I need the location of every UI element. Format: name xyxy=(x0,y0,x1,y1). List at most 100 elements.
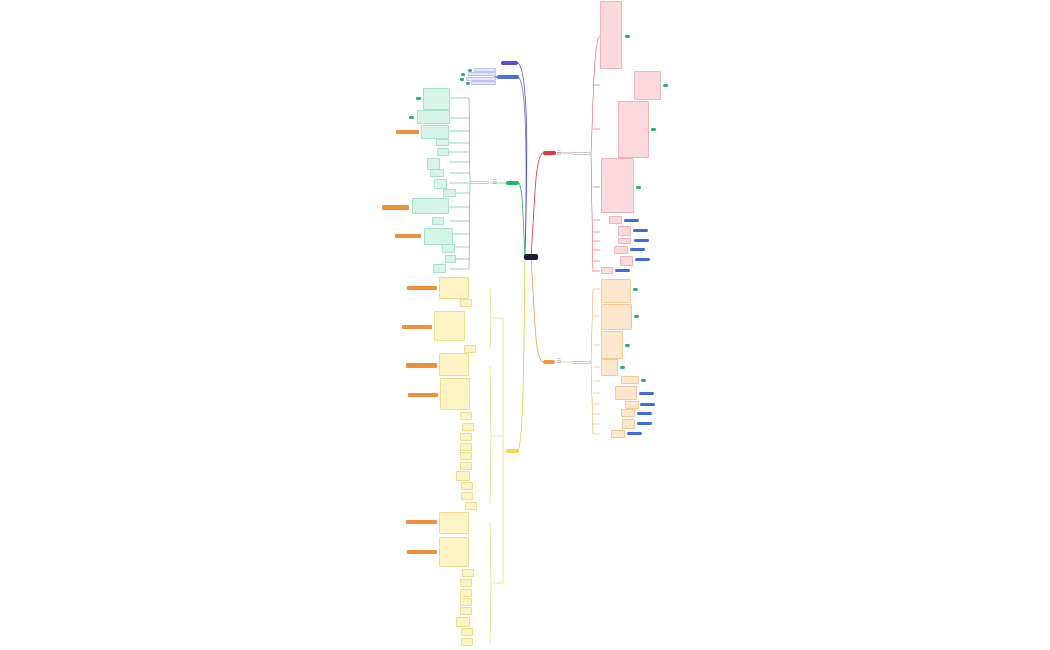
branch-yellow-node[interactable] xyxy=(506,449,519,453)
red-tag-blue-1[interactable] xyxy=(624,219,639,222)
yellow-tag-orange-6[interactable] xyxy=(407,550,437,554)
green-card-9[interactable] xyxy=(443,189,456,197)
yellow-card-10[interactable] xyxy=(460,443,472,451)
green-card-8[interactable] xyxy=(434,179,447,189)
yellow-card-18[interactable] xyxy=(439,537,469,567)
root-node[interactable] xyxy=(524,254,538,260)
orange-tag-green-5[interactable] xyxy=(641,379,646,382)
orange-tag-blue-3[interactable] xyxy=(637,412,652,415)
yellow-tag-orange-3[interactable] xyxy=(406,363,437,368)
blue-tag-green-1[interactable] xyxy=(468,69,472,72)
green-card-1[interactable] xyxy=(423,88,450,110)
red-tag-blue-5[interactable] xyxy=(635,258,650,261)
red-card-5[interactable] xyxy=(609,216,622,224)
yellow-card-8[interactable] xyxy=(462,423,474,431)
blue-leaf-3[interactable] xyxy=(466,77,496,81)
yellow-card-16[interactable] xyxy=(465,502,477,510)
branch-red-hub[interactable] xyxy=(572,152,591,155)
yellow-card-11[interactable] xyxy=(460,452,472,460)
blue-leaf-1[interactable] xyxy=(474,68,496,72)
orange-card-2[interactable] xyxy=(601,304,632,330)
orange-tag-green-2[interactable] xyxy=(634,315,639,318)
yellow-card-13[interactable] xyxy=(456,471,470,481)
orange-card-10[interactable] xyxy=(611,430,625,438)
yellow-card-9[interactable] xyxy=(460,433,472,441)
green-card-12[interactable] xyxy=(424,228,453,245)
green-card-7[interactable] xyxy=(430,169,444,177)
yellow-card-5[interactable] xyxy=(439,353,469,376)
red-tag-blue-3[interactable] xyxy=(634,239,649,242)
red-tag-blue-4[interactable] xyxy=(630,248,645,251)
orange-card-5[interactable] xyxy=(621,376,639,384)
branch-red-node[interactable] xyxy=(543,151,556,155)
yellow-tag-orange-1[interactable] xyxy=(407,286,437,290)
green-card-14[interactable] xyxy=(445,255,456,263)
branch-purple-node[interactable] xyxy=(501,61,518,65)
orange-card-6[interactable] xyxy=(615,386,637,400)
yellow-card-23[interactable] xyxy=(460,607,472,615)
orange-tag-green-3[interactable] xyxy=(625,344,630,347)
orange-tag-blue-5[interactable] xyxy=(627,432,642,435)
yellow-card-20[interactable] xyxy=(460,579,472,587)
orange-tag-green-1[interactable] xyxy=(633,288,638,291)
branch-orange-node[interactable] xyxy=(543,360,555,364)
branch-orange-hub[interactable] xyxy=(572,361,591,364)
yellow-card-25[interactable] xyxy=(461,628,473,636)
yellow-card-21[interactable] xyxy=(460,589,472,597)
red-card-1[interactable] xyxy=(600,1,622,69)
yellow-card-24[interactable] xyxy=(456,617,470,627)
green-tag-2[interactable] xyxy=(409,116,414,119)
branch-blue-node[interactable] xyxy=(497,75,519,79)
yellow-card-4[interactable] xyxy=(464,345,476,353)
green-tag-1[interactable] xyxy=(416,97,421,100)
orange-card-4[interactable] xyxy=(601,359,618,376)
orange-tag-blue-2[interactable] xyxy=(640,403,655,406)
yellow-card-19[interactable] xyxy=(462,569,474,577)
red-card-6[interactable] xyxy=(618,226,631,236)
red-card-7[interactable] xyxy=(618,238,631,244)
blue-tag-green-3[interactable] xyxy=(460,78,464,81)
orange-card-8[interactable] xyxy=(621,409,635,417)
red-tag-green-1[interactable] xyxy=(625,35,630,38)
blue-leaf-2[interactable] xyxy=(468,72,496,76)
red-tag-green-4[interactable] xyxy=(636,186,641,189)
branch-green-hub[interactable] xyxy=(470,181,489,184)
yellow-card-14[interactable] xyxy=(461,482,473,490)
blue-tag-green-4[interactable] xyxy=(466,82,470,85)
red-card-8[interactable] xyxy=(614,246,628,254)
yellow-card-2[interactable] xyxy=(460,299,472,307)
green-card-3[interactable] xyxy=(421,125,449,139)
green-card-10[interactable] xyxy=(412,198,449,214)
green-tag-orange-1[interactable] xyxy=(396,130,419,134)
green-tag-orange-2[interactable] xyxy=(382,205,409,210)
red-tag-blue-6[interactable] xyxy=(615,269,630,272)
green-card-5[interactable] xyxy=(437,148,449,156)
yellow-card-1[interactable] xyxy=(439,277,469,299)
orange-card-9[interactable] xyxy=(622,419,635,429)
red-tag-green-3[interactable] xyxy=(651,128,656,131)
yellow-tag-orange-2[interactable] xyxy=(402,325,432,329)
green-card-2[interactable] xyxy=(417,110,450,124)
red-card-2[interactable] xyxy=(634,71,661,100)
green-card-4[interactable] xyxy=(436,139,449,146)
orange-card-7[interactable] xyxy=(625,401,639,409)
branch-green-node[interactable] xyxy=(506,181,519,185)
yellow-card-26[interactable] xyxy=(461,638,473,646)
red-card-9[interactable] xyxy=(620,256,633,266)
red-tag-blue-2[interactable] xyxy=(633,229,648,232)
orange-tag-green-4[interactable] xyxy=(620,366,625,369)
orange-tag-blue-4[interactable] xyxy=(637,422,652,425)
red-card-4[interactable] xyxy=(601,158,634,213)
yellow-card-17[interactable] xyxy=(439,512,469,534)
red-tag-green-2[interactable] xyxy=(663,84,668,87)
green-card-11[interactable] xyxy=(432,217,444,225)
blue-tag-green-2[interactable] xyxy=(461,73,465,76)
orange-card-3[interactable] xyxy=(601,331,623,359)
yellow-card-6[interactable] xyxy=(440,378,470,410)
yellow-card-7[interactable] xyxy=(460,412,472,420)
red-card-3[interactable] xyxy=(618,101,649,158)
blue-leaf-4[interactable] xyxy=(471,81,496,85)
yellow-tag-orange-4[interactable] xyxy=(408,393,438,397)
green-card-15[interactable] xyxy=(433,264,446,273)
green-card-13[interactable] xyxy=(442,244,455,253)
